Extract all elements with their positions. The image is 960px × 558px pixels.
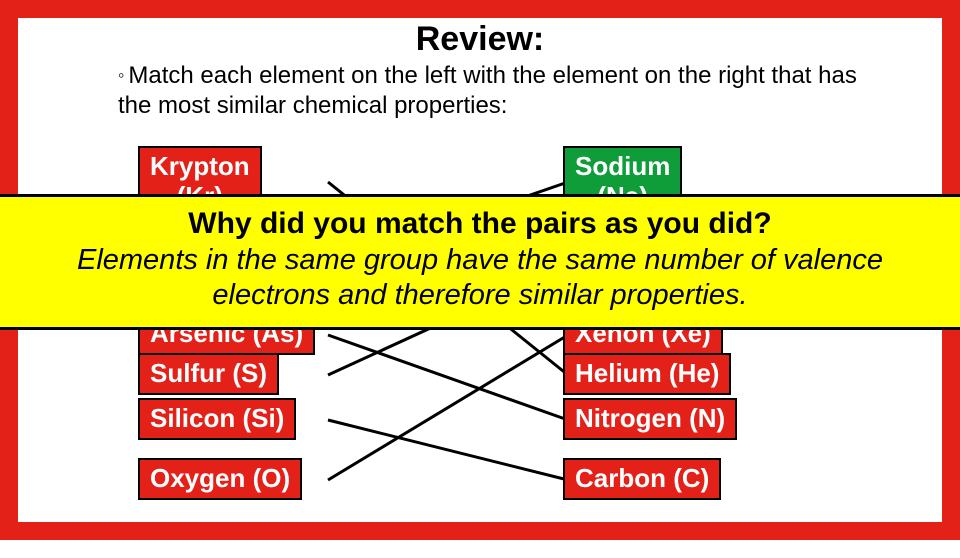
banner-answer: Elements in the same group have the same… [30,243,930,313]
element-label-line1: Krypton [150,151,250,181]
instruction-text: ◦Match each element on the left with the… [118,61,878,121]
element-label: Carbon (C) [575,463,709,493]
banner-question: Why did you match the pairs as you did? [30,207,930,241]
element-label: Nitrogen (N) [575,403,725,433]
element-right-carbon[interactable]: Carbon (C) [563,458,721,500]
element-label: Oxygen (O) [150,463,290,493]
slide-title: Review: [18,20,942,59]
element-label: Silicon (Si) [150,403,284,433]
element-left-sulfur[interactable]: Sulfur (S) [138,353,279,395]
bullet-icon: ◦ [118,64,124,87]
match-line [328,335,568,480]
element-label-line1: Sodium [575,151,670,181]
explanation-banner: Why did you match the pairs as you did? … [0,194,960,330]
element-label: Helium (He) [575,358,719,388]
element-right-nitrogen[interactable]: Nitrogen (N) [563,398,737,440]
instruction-body: Match each element on the left with the … [118,62,857,119]
slide-frame: Review: ◦Match each element on the left … [0,0,960,540]
element-right-helium[interactable]: Helium (He) [563,353,731,395]
match-line [328,420,568,480]
element-label: Sulfur (S) [150,358,267,388]
match-line [328,335,568,420]
element-left-oxygen[interactable]: Oxygen (O) [138,458,302,500]
element-left-silicon[interactable]: Silicon (Si) [138,398,296,440]
